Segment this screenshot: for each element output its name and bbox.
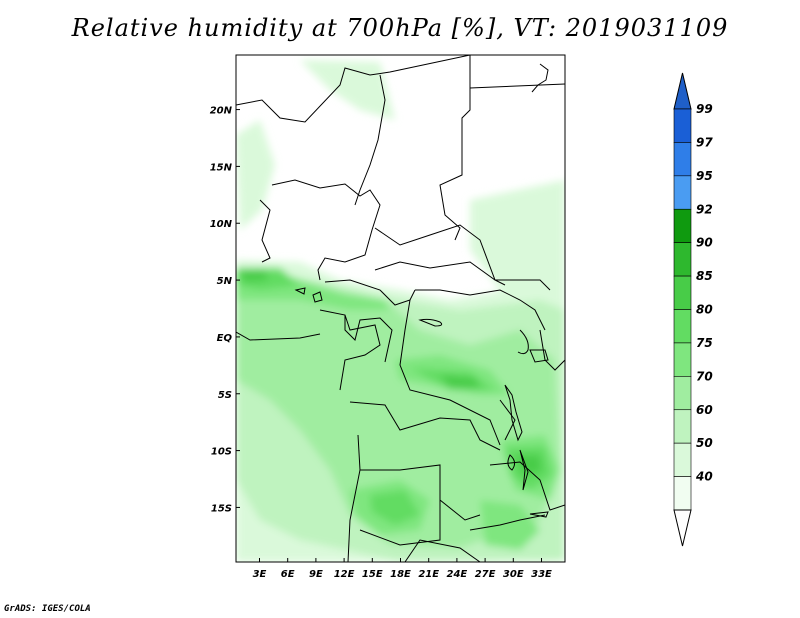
lon-label: 30E (503, 569, 524, 580)
colorbar-label: 99 (696, 102, 713, 116)
lat-label: 10N (210, 219, 233, 230)
lon-label: 12E (334, 569, 355, 580)
lon-label: 6E (281, 569, 295, 580)
lat-label: 15S (211, 503, 232, 514)
colorbar-box (673, 108, 692, 143)
lon-label: 21E (418, 569, 439, 580)
lon-label: 3E (253, 569, 267, 580)
humidity-band-70 (236, 270, 560, 548)
colorbar-box (673, 175, 692, 210)
colorbar-label: 70 (696, 369, 713, 383)
colorbar-bottom-arrow (673, 509, 692, 547)
colorbar-label: 50 (696, 436, 713, 450)
colorbar-box (673, 342, 692, 377)
colorbar-label: 90 (696, 236, 713, 250)
colorbar-label: 92 (696, 202, 713, 216)
colorbar-box (673, 442, 692, 477)
colorbar-box (673, 476, 692, 511)
lat-label: 20N (210, 106, 233, 117)
lakes (294, 63, 549, 518)
colorbar-box (673, 376, 692, 411)
credit-label: GrADS: IGES/COLA (4, 604, 91, 614)
lon-label: 18E (390, 569, 411, 580)
colorbar-box (673, 275, 692, 310)
colorbar-label: 75 (696, 336, 713, 350)
lon-label: 24E (447, 569, 468, 580)
colorbar-box (673, 242, 692, 277)
colorbar-box (673, 309, 692, 344)
lat-label: 10S (211, 447, 232, 458)
colorbar-label: 80 (696, 303, 713, 317)
colorbar-box (673, 208, 692, 243)
lat-label: 15N (210, 162, 233, 173)
colorbar-label: 60 (696, 403, 713, 417)
map-title: Relative humidity at 700hPa [%], VT: 201… (71, 14, 729, 42)
colorbar-box (673, 142, 692, 177)
colorbar-top-arrow (673, 72, 692, 110)
lon-label: 33E (531, 569, 552, 580)
lon-label: 9E (309, 569, 323, 580)
colorbar-label: 95 (696, 169, 713, 183)
map-area: 20N 15N 10N 5N EQ 5S 10S 15S 3E 6E 9E 12E 15E 18E 21E 2… (210, 54, 566, 580)
colorbar-box (673, 409, 692, 444)
colorbar: 99 97 95 92 90 85 80 75 70 60 50 40 (673, 72, 713, 547)
lat-label: EQ (217, 333, 233, 344)
lat-label: 5S (218, 390, 232, 401)
map-axes: 20N 15N 10N 5N EQ 5S 10S 15S 3E 6E 9E 12E 15E 18E 21E 2… (210, 106, 552, 580)
colorbar-label: 85 (696, 269, 713, 283)
country-borders (236, 55, 565, 562)
lon-label: 15E (362, 569, 383, 580)
colorbar-label: 40 (695, 470, 713, 484)
humidity-field (236, 60, 565, 562)
lon-label: 27E (475, 569, 496, 580)
lat-label: 5N (217, 276, 233, 287)
colorbar-label: 97 (696, 135, 713, 149)
